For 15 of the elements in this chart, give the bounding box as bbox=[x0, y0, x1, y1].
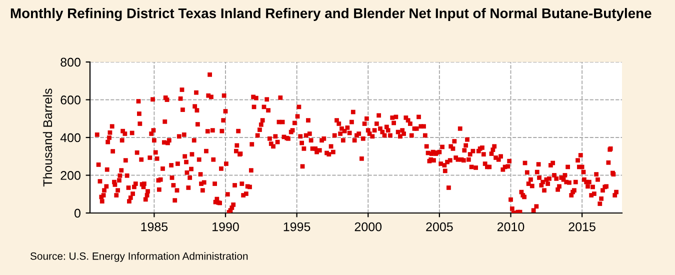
y-axis-title: Thousand Barrels bbox=[42, 88, 52, 187]
chart-title: Monthly Refining District Texas Inland Refinery and Blender Net Input of Normal Butane-Butylene bbox=[10, 8, 652, 22]
y-tick-label: 0 bbox=[74, 208, 80, 218]
x-tick-label: 2005 bbox=[426, 222, 453, 232]
x-tick-label: 1985 bbox=[141, 222, 168, 232]
x-tick-label: 2015 bbox=[568, 222, 596, 232]
x-tick-label: 1995 bbox=[284, 222, 310, 232]
x-tick-label: 2000 bbox=[354, 222, 382, 232]
x-tick-label: 1990 bbox=[212, 222, 239, 232]
x-tick-label: 2010 bbox=[497, 222, 524, 232]
y-tick-label: 400 bbox=[60, 133, 80, 142]
y-tick-label: 200 bbox=[60, 171, 80, 180]
y-tick-label: 800 bbox=[60, 58, 80, 67]
y-tick-label: 600 bbox=[60, 96, 80, 104]
source-note: Source: U.S. Energy Information Administration bbox=[30, 252, 248, 262]
